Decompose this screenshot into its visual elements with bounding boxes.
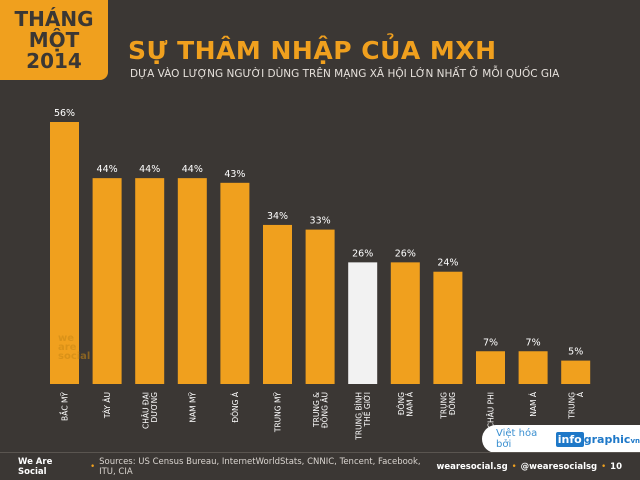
bar (92, 178, 122, 384)
watermark-line: are (58, 342, 77, 353)
bar (220, 182, 250, 384)
tick-label: NAM MỸ (188, 392, 197, 423)
data-label: 44% (182, 164, 203, 175)
tick-label-line: BẮC MỸ (60, 392, 70, 421)
tick-label-line: TRUNG MỸ (274, 392, 283, 434)
bar (433, 271, 463, 384)
tick-label-line: CHÂU PHI (487, 392, 496, 428)
tick-label: CHÂU PHI (487, 392, 496, 428)
tick-label-line: CHÂU ĐẠI (141, 392, 150, 429)
tick-label: TRUNG Á (567, 391, 585, 420)
bar (305, 229, 335, 384)
data-label: 43% (224, 169, 245, 180)
data-label: 26% (395, 248, 416, 259)
tick-label: TRUNG ĐÔNG (440, 392, 458, 420)
bar (476, 351, 505, 384)
tick-label-line: TRUNG BÌNH (354, 392, 363, 441)
badge-month-2: MỘT (28, 27, 80, 52)
watermark-logo: we are social (58, 333, 91, 362)
bar (518, 351, 548, 384)
tick-label-line: NAM Á (529, 391, 538, 417)
tick-label-line: DƯƠNG (150, 392, 159, 423)
bullet-icon: • (601, 461, 607, 472)
date-badge: THÁNG MỘT 2014 (0, 0, 108, 80)
logo-part-a: info (555, 431, 584, 447)
data-label: 24% (437, 258, 458, 269)
tick-label-line: ĐÔNG (397, 392, 406, 415)
footer-handle: @wearesocialsg (520, 461, 598, 472)
watermark-line: we (58, 333, 75, 344)
bar (390, 262, 420, 384)
data-label: 26% (352, 248, 373, 259)
tick-label-line: ĐÔNG ÂU (320, 392, 329, 428)
footer-brand: We Are Social (18, 456, 53, 477)
tick-label: TRUNG BÌNH THẾ GIỚI (354, 392, 372, 441)
tick-label: TRUNG & ĐÔNG ÂU (312, 392, 330, 428)
watermark-line: social (58, 351, 91, 362)
tick-label: CHÂU ĐẠI DƯƠNG (141, 392, 159, 429)
footer-page-number: 10 (610, 461, 622, 472)
tick-label-line: NAM MỸ (188, 392, 197, 423)
bar (50, 122, 79, 384)
tick-label-line: THẾ GIỚI (362, 392, 372, 427)
bullet-icon: • (90, 461, 96, 472)
data-label: 5% (568, 347, 583, 358)
tick-label: TRUNG MỸ (274, 392, 283, 434)
credit-text: Việt hóa bởi (496, 428, 538, 450)
data-label: 7% (526, 337, 541, 348)
data-label: 44% (139, 164, 160, 175)
footer-site: wearesocial.sg (436, 461, 508, 472)
badge-month: THÁNG (14, 6, 94, 31)
tick-label-line: ĐÔNG Á (231, 391, 240, 423)
footer-sources: Sources: US Census Bureau, InternetWorld… (99, 456, 421, 477)
data-label: 34% (267, 211, 288, 222)
tick-label-line: Á (576, 391, 585, 397)
bar (348, 262, 378, 384)
logo-part-b: graphic (583, 432, 631, 446)
bar (135, 178, 165, 384)
tick-label: ĐÔNG NAM Á (397, 391, 415, 417)
tick-label-line: ĐÔNG (448, 392, 457, 415)
infographic-logo: info graphicvn (555, 431, 640, 447)
tick-label-line: NAM Á (406, 391, 415, 417)
tick-label-line: TRUNG (567, 392, 576, 420)
bar (263, 224, 292, 384)
tick-label: NAM Á (529, 391, 538, 417)
bar (561, 360, 591, 384)
data-label: 33% (310, 216, 331, 227)
footer-right: wearesocial.sg • @wearesocialsg • 10 (436, 462, 622, 472)
chart-subtitle: DỰA VÀO LƯỢNG NGƯỜI DÙNG TRÊN MẠNG XÃ HỘ… (130, 68, 560, 80)
chart-title: SỰ THÂM NHẬP CỦA MXH (128, 36, 497, 65)
translation-credit: Việt hóa bởi info graphicvn (482, 425, 640, 453)
tick-label: BẮC MỸ (60, 392, 70, 421)
bar-chart: 56% BẮC MỸ 44% TÂY ÂU 44% CHÂU ĐẠI DƯƠNG 44% NAM… (50, 108, 591, 441)
tick-label-line: TÂY ÂU (103, 392, 112, 419)
tick-label-line: TRUNG & (312, 392, 321, 428)
data-label: 44% (97, 164, 118, 175)
logo-part-c: vn (630, 436, 640, 445)
data-label: 7% (483, 337, 498, 348)
bullet-icon: • (511, 461, 517, 472)
data-label: 56% (54, 108, 75, 119)
tick-label: TÂY ÂU (103, 392, 112, 419)
footer: We Are Social • Sources: US Census Burea… (0, 452, 640, 480)
tick-label: ĐÔNG Á (231, 391, 240, 423)
tick-label-line: TRUNG (440, 392, 449, 420)
badge-year: 2014 (26, 48, 82, 73)
bar (177, 178, 207, 384)
